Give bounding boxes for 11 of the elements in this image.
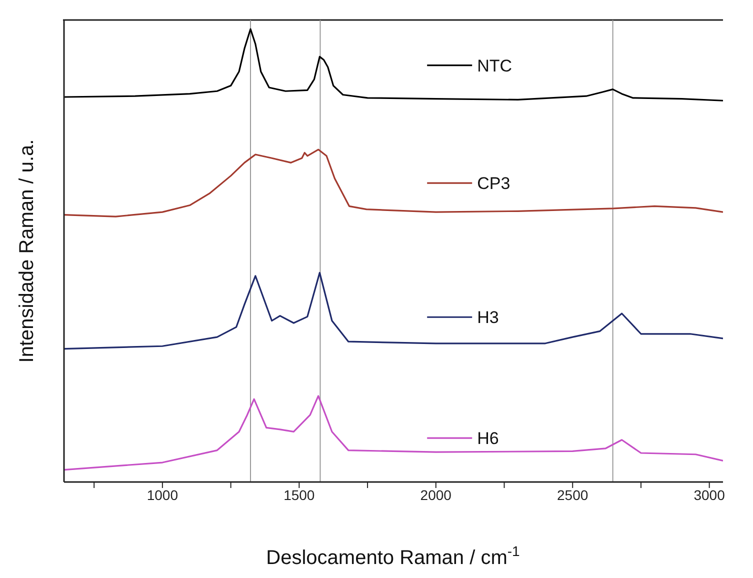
y-axis-title: Intensidade Raman / u.a.: [16, 139, 38, 363]
x-axis-title: Deslocamento Raman / cm$^{-1}$: [266, 543, 520, 569]
legend-label: H6: [477, 429, 499, 448]
x-tick-label: 2000: [420, 486, 452, 503]
x-tick-label: 1500: [284, 486, 315, 503]
x-tick-label: 3000: [694, 486, 726, 503]
legend-label: CP3: [477, 174, 510, 194]
x-tick-label: 2500: [557, 486, 588, 503]
legend-label: H3: [477, 308, 499, 328]
x-tick-label: 1000: [146, 486, 178, 503]
legend-label: NTC: [477, 56, 512, 76]
